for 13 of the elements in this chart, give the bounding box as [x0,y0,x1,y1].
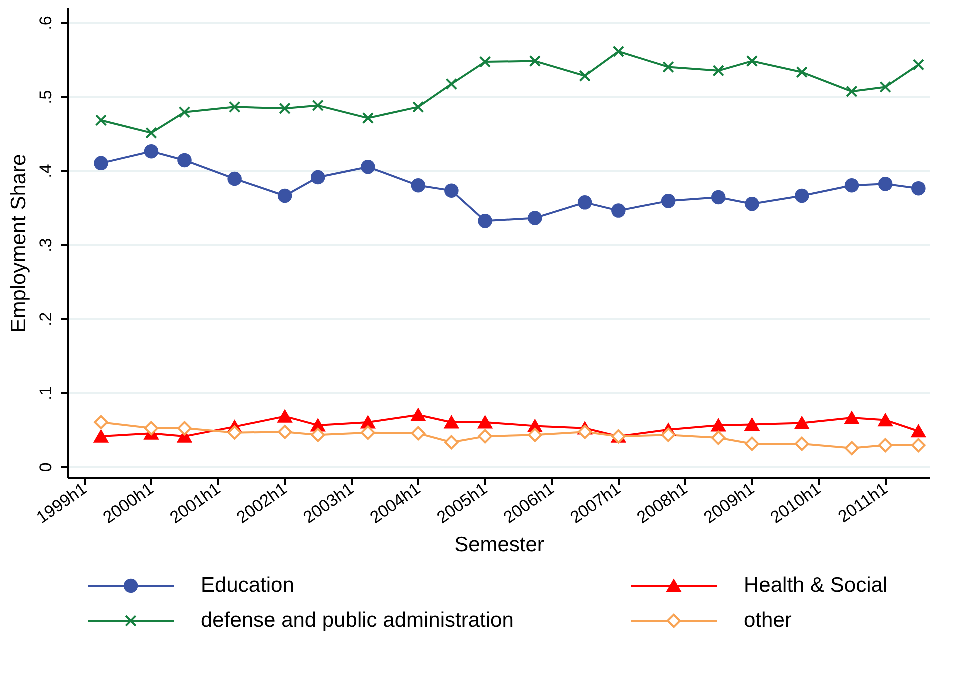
legend-label: defense and public administration [201,609,514,632]
legend-label: other [744,609,792,632]
legend-label: Education [201,574,294,597]
x-axis-title: Semester [454,534,544,557]
y-axis-title: Employment Share [8,154,30,333]
y-tick-label: .2 [36,312,56,326]
y-tick-label: 0 [36,462,56,472]
legend-label: Health & Social [744,574,888,597]
y-tick-label: .4 [36,164,56,178]
y-tick-label: .5 [36,90,56,104]
y-tick-label: .3 [36,238,56,252]
y-tick-label: .1 [36,386,56,400]
y-tick-label: .6 [36,16,56,30]
